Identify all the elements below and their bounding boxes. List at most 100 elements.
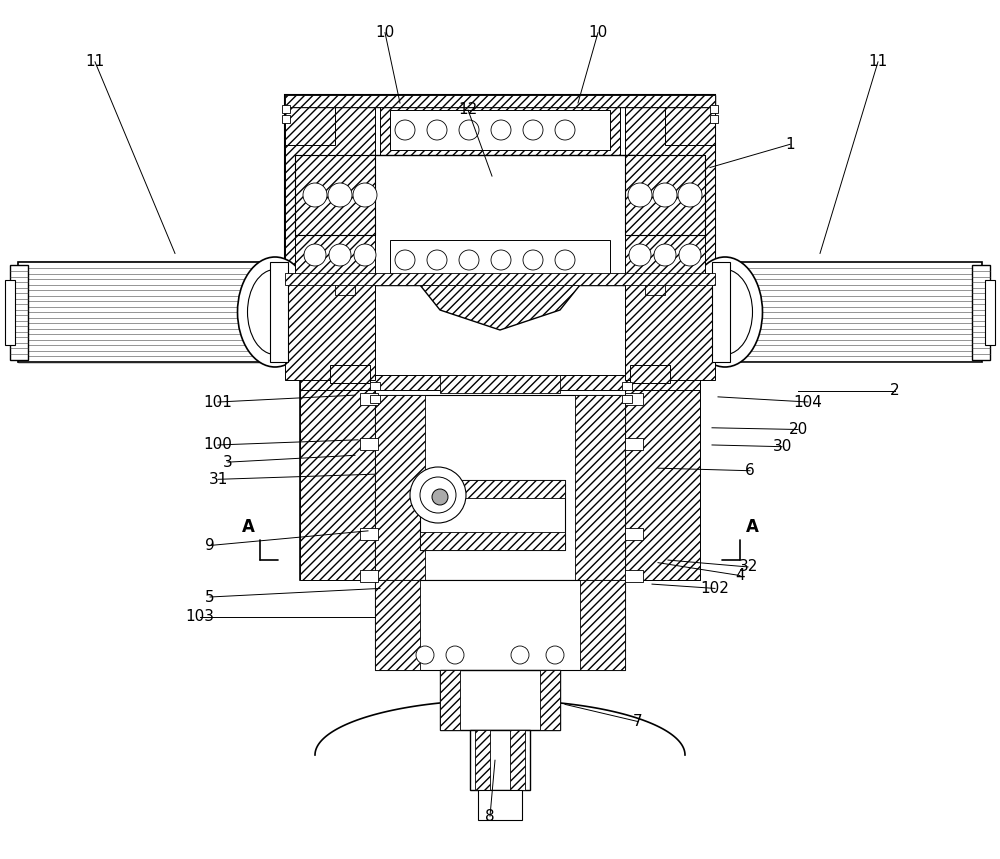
Bar [390,240,610,280]
Circle shape [395,120,415,140]
Circle shape [304,244,326,266]
Circle shape [654,244,676,266]
Bar [625,438,643,450]
Bar [420,480,565,498]
Bar [380,100,620,155]
Text: 11: 11 [85,54,105,70]
Circle shape [303,183,327,207]
Bar [580,580,625,670]
Circle shape [395,250,415,270]
Circle shape [523,250,543,270]
Circle shape [328,183,352,207]
Bar [625,528,643,540]
Bar [282,115,290,123]
Text: 2: 2 [890,383,900,399]
Bar [285,95,335,145]
Bar [285,95,715,285]
Text: A: A [242,518,254,536]
Bar [625,235,705,275]
Bar [625,155,705,235]
Bar [440,375,560,393]
Bar [727,262,982,362]
Circle shape [523,120,543,140]
Bar [622,395,632,403]
Text: 102: 102 [701,581,729,596]
Bar [360,438,378,450]
Circle shape [678,183,702,207]
Bar [375,395,425,580]
Text: 30: 30 [772,439,792,454]
Circle shape [628,183,652,207]
Bar [375,580,420,670]
Bar [5,280,15,345]
Text: 9: 9 [205,538,215,553]
Bar [18,262,273,362]
Text: 20: 20 [788,422,808,437]
Bar [285,95,375,285]
Bar [295,235,375,275]
Bar [625,280,715,380]
Bar [712,262,730,362]
Ellipse shape [688,257,763,367]
Bar [370,155,635,285]
Bar [420,480,565,550]
Bar [575,395,625,580]
Bar [285,95,715,107]
Text: 12: 12 [458,102,478,118]
Bar [300,375,700,390]
Circle shape [546,646,564,664]
Circle shape [555,120,575,140]
Bar [285,280,375,380]
Circle shape [679,244,701,266]
Bar [300,380,700,580]
Ellipse shape [238,257,312,367]
Ellipse shape [698,270,753,355]
Bar [625,155,705,235]
Text: 100: 100 [204,437,232,453]
Bar [10,265,28,360]
Text: 1: 1 [785,137,795,152]
Bar [330,365,370,383]
Bar [972,265,990,360]
Bar [625,95,715,285]
Bar [295,155,375,235]
Bar [285,273,715,285]
Ellipse shape [248,270,302,355]
Bar [390,110,610,150]
Circle shape [491,250,511,270]
Circle shape [653,183,677,207]
Bar [622,382,632,390]
Circle shape [420,477,456,513]
Circle shape [354,244,376,266]
Text: 103: 103 [186,609,214,624]
Text: 101: 101 [204,394,232,410]
Bar [370,382,380,390]
Circle shape [629,244,651,266]
Bar [710,115,718,123]
Bar [360,570,378,582]
Polygon shape [420,285,580,330]
Bar [440,670,460,730]
Bar [375,580,625,670]
Bar [470,730,530,790]
Circle shape [459,120,479,140]
Bar [360,393,378,405]
Bar [375,395,625,580]
Text: 4: 4 [735,568,745,583]
Bar [985,280,995,345]
Circle shape [416,646,434,664]
Bar [645,280,665,295]
Text: 6: 6 [745,463,755,478]
Bar [300,380,375,580]
Circle shape [491,120,511,140]
Bar [285,95,715,107]
Text: 8: 8 [485,808,495,824]
Circle shape [410,467,466,523]
Bar [625,570,643,582]
Text: 10: 10 [375,25,395,40]
Bar [665,95,715,145]
Bar [510,730,525,790]
Bar [360,528,378,540]
Circle shape [446,646,464,664]
Text: 7: 7 [633,714,643,729]
